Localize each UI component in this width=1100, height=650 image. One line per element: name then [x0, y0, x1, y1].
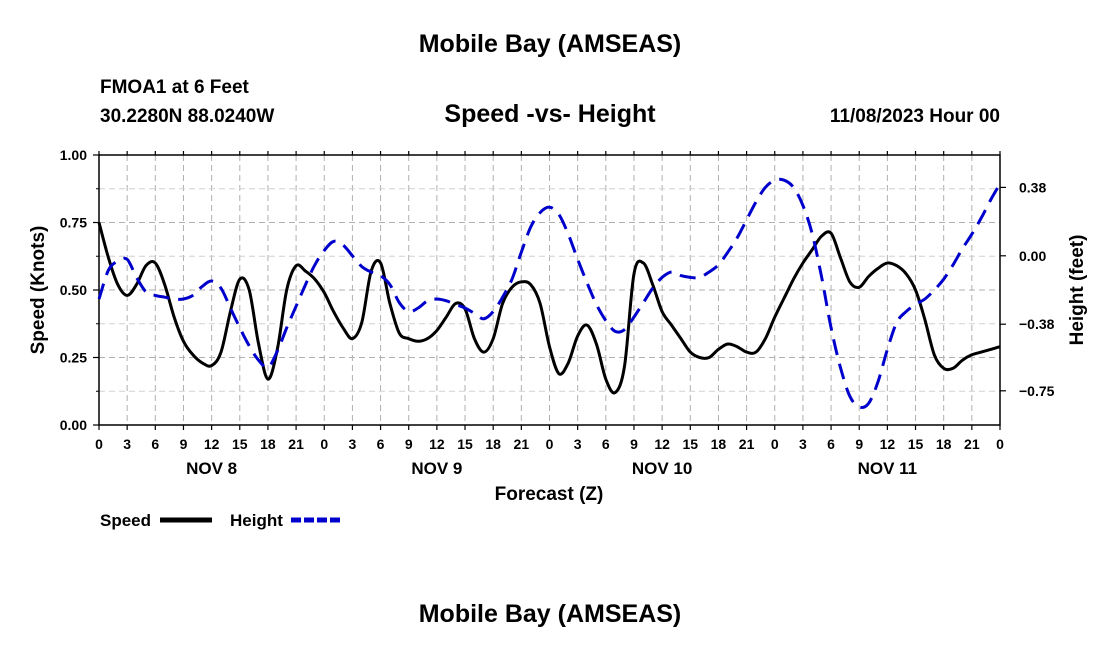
x-tick-label: 0 [771, 436, 779, 452]
y2-axis-label: Height (feet) [1067, 235, 1088, 346]
y-tick-label: 0.25 [60, 350, 87, 366]
x-tick-label: 18 [936, 436, 952, 452]
x-tick-label: 0 [95, 436, 103, 452]
bottom-title: Mobile Bay (AMSEAS) [418, 600, 682, 628]
x-tick-label: 12 [654, 436, 670, 452]
legend-label-height: Height [230, 511, 283, 530]
y-axis-label: Speed (Knots) [28, 226, 49, 355]
x-tick-label: 3 [123, 436, 131, 452]
x-tick-label: 0 [546, 436, 554, 452]
x-tick-label: 21 [964, 436, 980, 452]
x-tick-label: 3 [799, 436, 807, 452]
x-tick-label: 18 [485, 436, 501, 452]
y2-tick-label: 0.00 [1019, 248, 1046, 264]
x-tick-label: 15 [908, 436, 924, 452]
forecast-datetime: 11/08/2023 Hour 00 [829, 106, 1000, 127]
day-label: NOV 9 [411, 459, 462, 478]
y-tick-label: 1.00 [60, 147, 87, 163]
x-tick-label: 6 [377, 436, 385, 452]
x-tick-label: 6 [827, 436, 835, 452]
series-layer [97, 177, 1002, 410]
x-tick-label: 15 [457, 436, 473, 452]
x-tick-label: 21 [514, 436, 530, 452]
chart-subtitle: Speed -vs- Height [444, 100, 656, 128]
x-tick-label: 21 [739, 436, 755, 452]
x-tick-label: 0 [320, 436, 328, 452]
x-tick-label: 12 [880, 436, 896, 452]
x-tick-label: 9 [855, 436, 863, 452]
y2-tick-label: 0.38 [1019, 179, 1046, 195]
station-coordinates: 30.2280N 88.0240W [100, 106, 275, 127]
legend-label-speed: Speed [100, 511, 151, 530]
day-label: NOV 11 [858, 459, 918, 478]
labels-layer: 0 3 6 9 12 15 18 21 0 3 6 9 12 15 18 21 0 3 6 9 12 15 18 21 0 3 6 9… [60, 147, 1055, 478]
day-label: NOV 8 [186, 459, 237, 478]
x-tick-label: 3 [574, 436, 582, 452]
x-tick-label: 9 [405, 436, 413, 452]
page-title: Mobile Bay (AMSEAS) [418, 30, 682, 58]
series-line-speed [97, 222, 1001, 395]
y-tick-label: 0.75 [60, 215, 87, 231]
x-axis-label: Forecast (Z) [495, 484, 604, 505]
day-label: NOV 10 [632, 459, 692, 478]
x-tick-label: 15 [232, 436, 248, 452]
x-tick-label: 9 [630, 436, 638, 452]
station-label: FMOA1 at 6 Feet [100, 77, 249, 98]
y-tick-label: 0.00 [60, 417, 87, 433]
series-line-height [97, 177, 1002, 410]
x-tick-label: 21 [288, 436, 304, 452]
x-tick-label: 18 [711, 436, 727, 452]
x-tick-label: 3 [349, 436, 357, 452]
x-tick-label: 6 [602, 436, 610, 452]
y2-tick-label: −0.38 [1019, 316, 1055, 332]
grid-layer [99, 155, 1000, 425]
y2-tick-label: −0.75 [1019, 383, 1055, 399]
ticks-layer [93, 151, 1006, 430]
y-tick-label: 0.50 [60, 282, 87, 298]
legend: Speed Height [100, 511, 343, 530]
x-tick-label: 9 [180, 436, 188, 452]
x-tick-label: 12 [204, 436, 220, 452]
x-tick-label: 12 [429, 436, 445, 452]
x-tick-label: 15 [682, 436, 698, 452]
x-tick-label: 0 [996, 436, 1004, 452]
x-tick-label: 6 [151, 436, 159, 452]
x-tick-label: 18 [260, 436, 276, 452]
